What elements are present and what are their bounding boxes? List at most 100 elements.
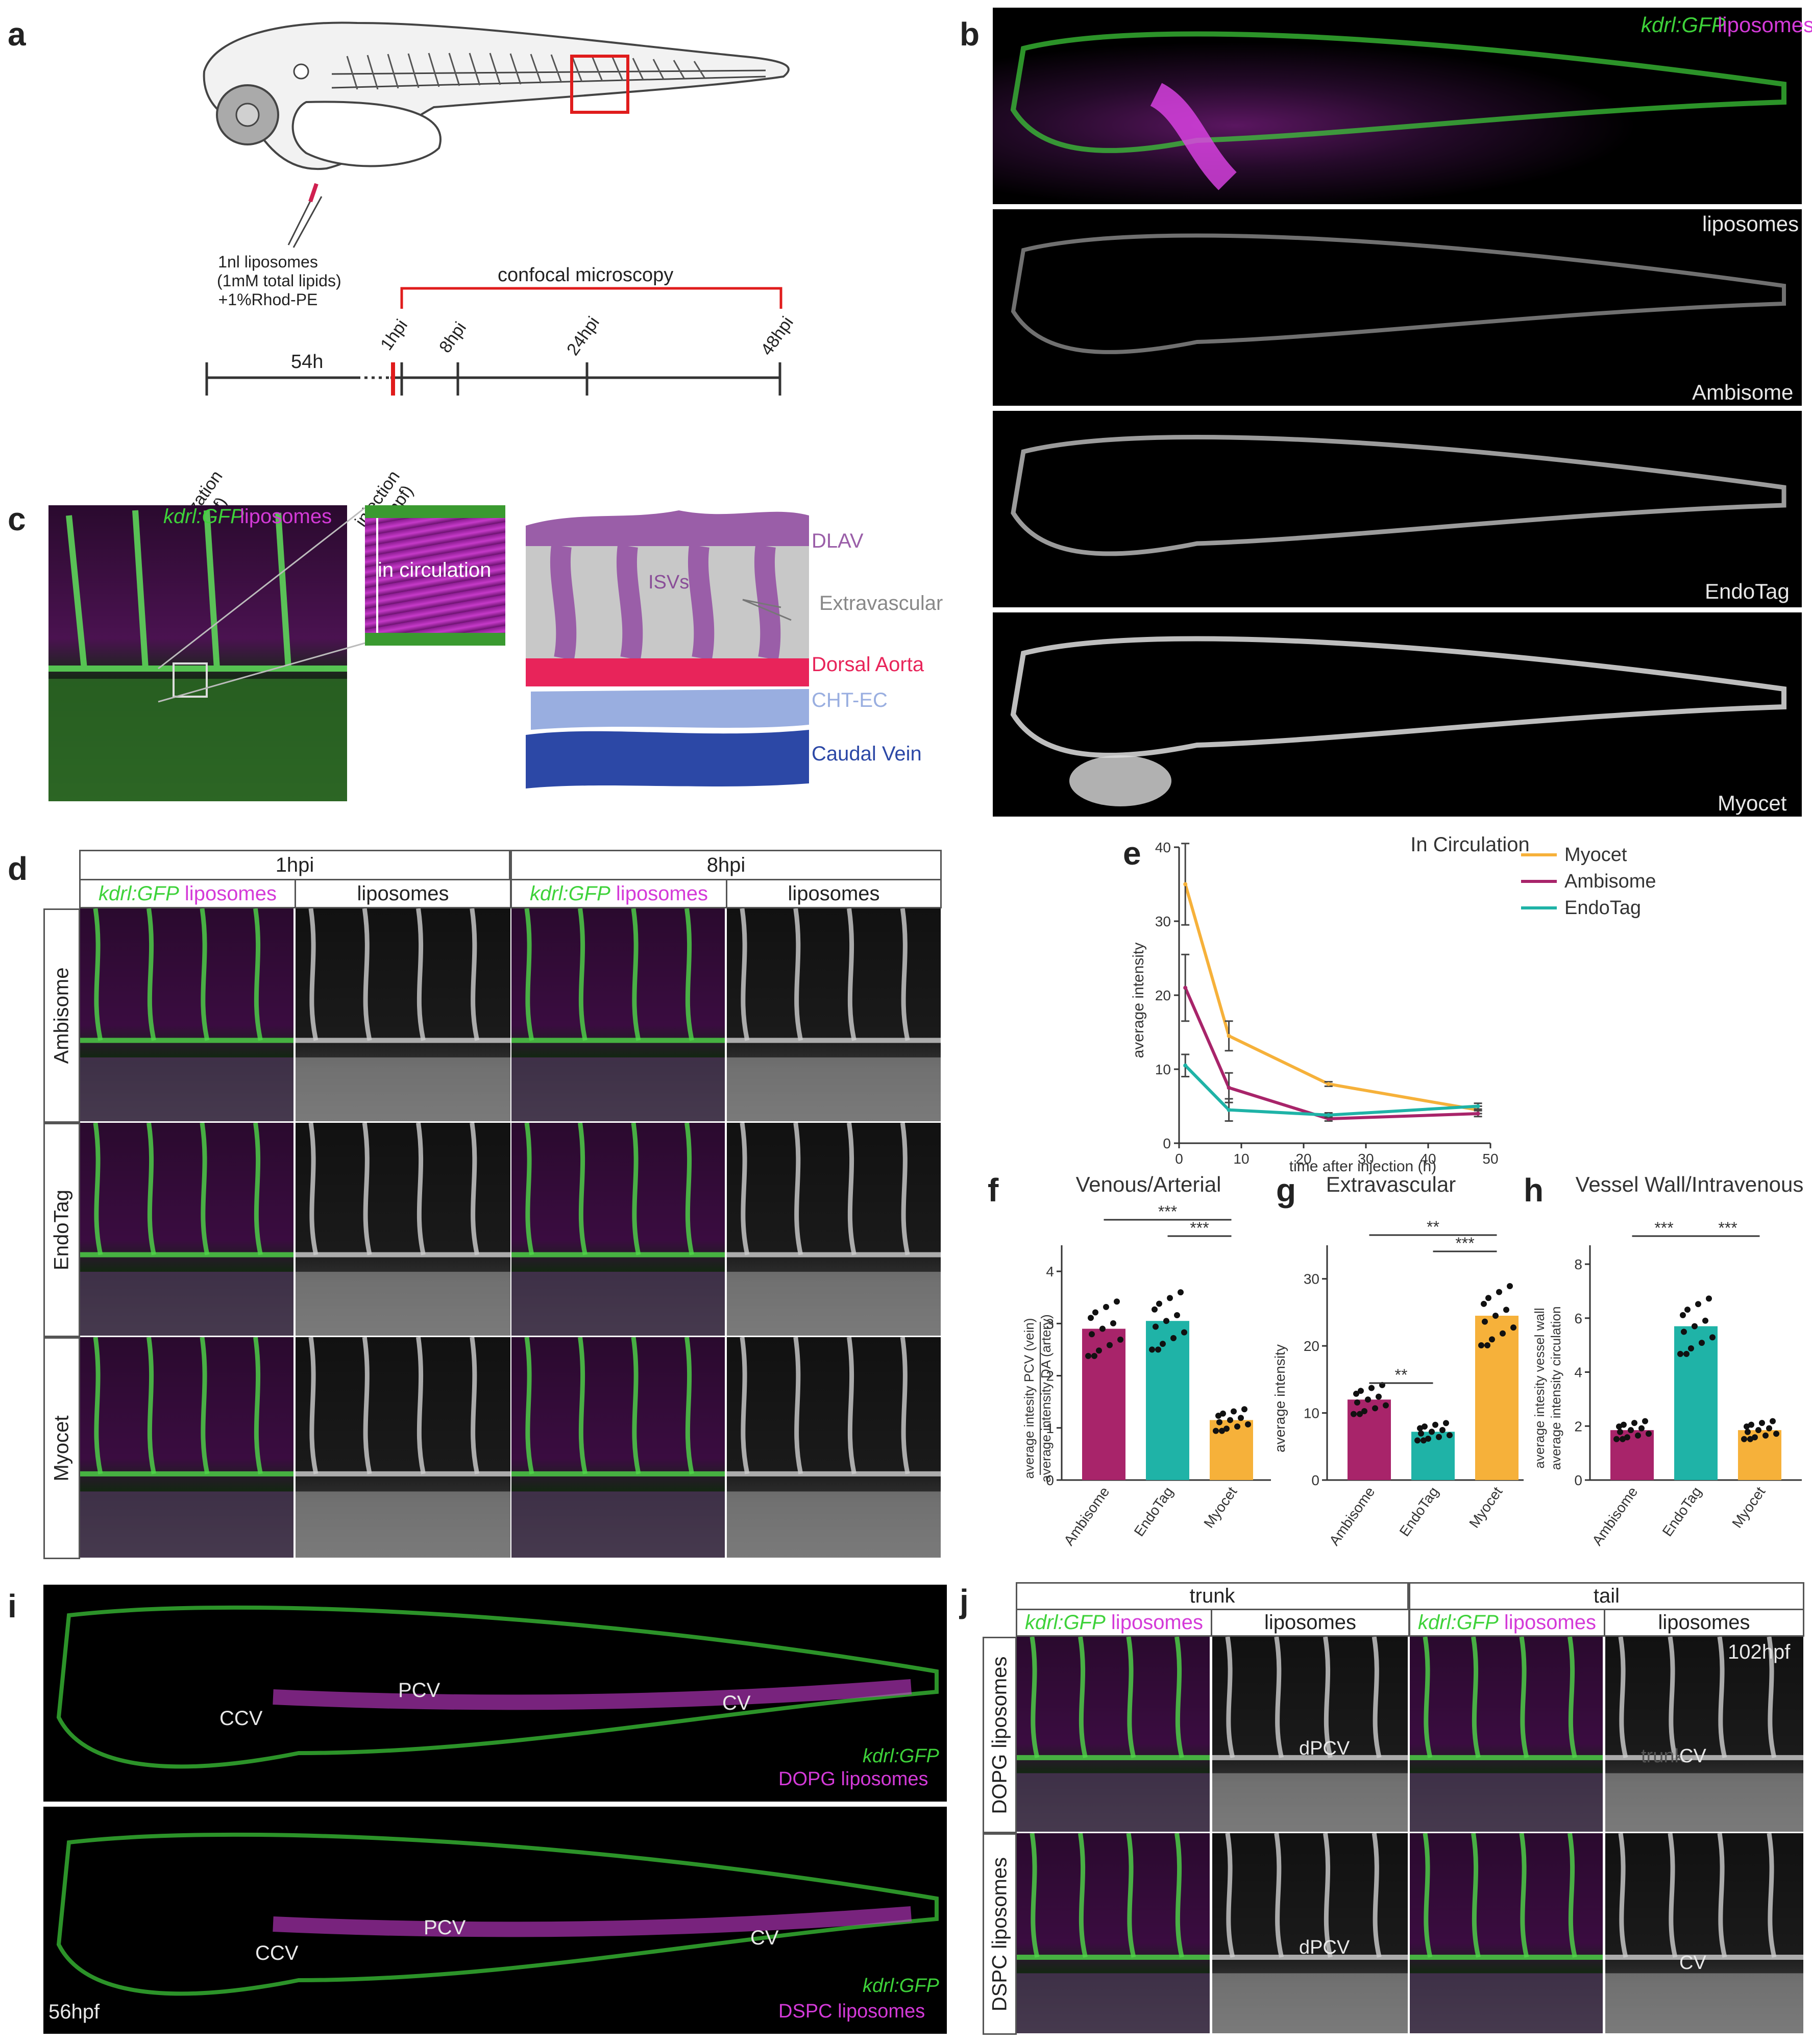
j-image-r1-c2 <box>1410 1833 1603 2033</box>
chart-h-dot <box>1642 1418 1648 1424</box>
i-bottom-dspc: DSPC liposomes <box>778 2001 925 2022</box>
chart-g-dot <box>1443 1420 1449 1426</box>
chart-g-dot <box>1372 1405 1378 1412</box>
chart-e-xtick-label: 50 <box>1482 1151 1498 1167</box>
chart-f-dot <box>1219 1427 1225 1434</box>
chart-f-bar-endotag <box>1146 1321 1189 1480</box>
j-image-r0-c1 <box>1212 1637 1408 1832</box>
chart-e-xtick-label: 40 <box>1420 1151 1436 1167</box>
i-bottom-cv: CV <box>750 1927 779 1949</box>
chart-g-category-label: Ambisome <box>1326 1484 1378 1548</box>
chart-extravascular: Extravascular average intensity 0 10 20 30 A… <box>1274 1172 1524 1548</box>
chart-h-dot <box>1695 1301 1701 1308</box>
chart-g-ytick-label: 0 <box>1311 1472 1319 1488</box>
chart-e-point <box>1476 1112 1480 1116</box>
chart-f-dot <box>1096 1347 1102 1354</box>
confocal-span-label: confocal microscopy <box>498 264 674 286</box>
chart-f-dot <box>1178 1289 1184 1296</box>
d-row-ambisome: Ambisome <box>43 908 80 1123</box>
j-stage: 102hpf <box>1728 1641 1791 1663</box>
b-row-liposomes: liposomes <box>1702 212 1799 236</box>
panel-label-i: i <box>8 1588 17 1624</box>
chart-h-category-label: Ambisome <box>1589 1484 1640 1548</box>
chart-f-dot <box>1245 1421 1251 1427</box>
panel-label-b: b <box>960 16 980 53</box>
chart-g-dot <box>1439 1426 1446 1433</box>
chart-g-ytick-label: 30 <box>1304 1271 1319 1287</box>
j-region-tail: tail <box>1409 1582 1804 1610</box>
panel-b-endotag-image <box>993 411 1802 607</box>
panel-b-liposomes-image <box>993 209 1802 406</box>
chart-g-sig-label: *** <box>1455 1234 1474 1252</box>
j-col-merge-2: kdrl:GFP liposomes <box>1409 1609 1605 1637</box>
chart-g-dot <box>1417 1425 1423 1432</box>
panel-i-dopg-image <box>43 1585 947 1802</box>
chart-g-dot <box>1361 1408 1367 1414</box>
chart-f-ytick-label: 4 <box>1046 1264 1054 1279</box>
chart-venous-arterial: Venous/Arterial average intesity PCV (ve… <box>1021 1172 1271 1548</box>
chart-h-ylabel-bottom: average intensity circulation <box>1548 1307 1563 1470</box>
panel-c-micrograph <box>48 505 347 801</box>
chart-e-xtick-label: 0 <box>1175 1151 1183 1167</box>
chart-g-dot <box>1484 1342 1490 1348</box>
d-row-myocet: Myocet <box>43 1337 80 1559</box>
c-inset-label: in circulation <box>378 559 492 581</box>
j-col-gray-1: liposomes <box>1211 1609 1410 1637</box>
j-row-dopg: DOPG liposomes <box>983 1637 1017 1833</box>
chart-h-bar-endotag <box>1674 1326 1718 1480</box>
chart-g-dot <box>1376 1393 1382 1400</box>
chart-f-ylabel-top: average intesity PCV (vein) <box>1021 1318 1037 1479</box>
chart-h-dot <box>1709 1334 1716 1341</box>
d-col-gray-2: liposomes <box>726 879 942 908</box>
chart-f-dot <box>1114 1298 1120 1305</box>
d-col-gray-1: liposomes <box>295 879 511 908</box>
chart-g-dot <box>1436 1434 1442 1440</box>
chart-g-sig-label: ** <box>1427 1218 1439 1236</box>
chart-f-dot <box>1092 1309 1098 1316</box>
chart-g-dot <box>1496 1289 1502 1295</box>
j-dpcv-bottom: dPCV <box>1299 1937 1350 1958</box>
d-image-r2-c0 <box>80 1337 293 1558</box>
chart-f-dot <box>1181 1329 1187 1336</box>
chart-f-dot <box>1117 1336 1123 1343</box>
b-label-liposomes: liposomes <box>1718 13 1812 37</box>
chart-g-dot <box>1414 1437 1421 1444</box>
j-image-r1-c0 <box>1017 1833 1210 2033</box>
chart-g-category-label: EndoTag <box>1397 1484 1442 1539</box>
panel-label-f: f <box>988 1172 999 1209</box>
chart-g-dot <box>1429 1429 1435 1435</box>
d-image-r2-c3 <box>727 1337 941 1558</box>
chart-h-dot <box>1699 1340 1705 1346</box>
chart-f-dot <box>1153 1323 1159 1330</box>
chart-g-ytick-label: 20 <box>1304 1338 1319 1354</box>
chart-f-dot <box>1149 1346 1155 1353</box>
chart-f-dot <box>1156 1300 1162 1307</box>
chart-h-ytick-label: 4 <box>1574 1365 1582 1381</box>
chart-e-legend-label: Myocet <box>1564 844 1627 866</box>
chart-g-dot <box>1421 1437 1427 1444</box>
chart-h-dot <box>1766 1425 1772 1432</box>
d-col-merge-2: kdrl:GFP liposomes <box>510 879 727 908</box>
chart-e-xtick-label: 10 <box>1233 1151 1249 1167</box>
region-of-interest-box <box>570 55 629 114</box>
d-image-r0-c0 <box>80 908 293 1121</box>
chart-f-category-label: Myocet <box>1201 1484 1240 1531</box>
schema-cht-ec: CHT-EC <box>812 689 888 711</box>
j-cv-bottom: CV <box>1679 1952 1706 1974</box>
d-image-r0-c1 <box>296 908 510 1121</box>
d-image-r0-c2 <box>511 908 725 1121</box>
chart-h-dot <box>1745 1429 1751 1435</box>
chart-g-sig-label: ** <box>1395 1366 1408 1384</box>
chart-g-dot <box>1492 1313 1499 1319</box>
chart-e-ytick-label: 40 <box>1155 840 1171 855</box>
schema-isvs: ISVs <box>648 572 690 593</box>
chart-h-dot <box>1759 1420 1765 1426</box>
chart-h-dot <box>1638 1425 1645 1432</box>
vessel-schema <box>526 510 809 789</box>
chart-h-category-label: EndoTag <box>1659 1484 1705 1539</box>
chart-f-dot <box>1170 1335 1177 1341</box>
chart-g-dot <box>1478 1342 1484 1348</box>
chart-h-sig-label: *** <box>1718 1219 1737 1237</box>
chart-g-dot <box>1489 1336 1495 1343</box>
chart-h-dot <box>1741 1436 1747 1442</box>
